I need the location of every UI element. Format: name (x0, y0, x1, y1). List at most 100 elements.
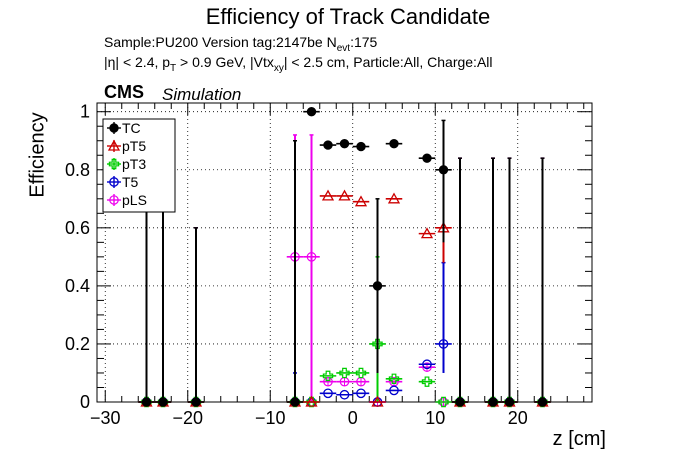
series-pls (138, 134, 551, 407)
legend-item-tc: TC (107, 120, 141, 136)
data-point-t5 (435, 261, 452, 373)
data-point-pls (336, 376, 353, 387)
data-point-tc (319, 140, 337, 150)
legend-marker-pt3 (108, 158, 120, 170)
legend-item-pls: pLS (107, 192, 147, 208)
x-tick-label: 0 (348, 408, 358, 428)
data-point-pt5 (303, 395, 320, 407)
marker-pt5 (420, 227, 434, 239)
marker-tc (537, 397, 548, 407)
sample-info-line: Sample:PU200 Version tag:2147be Nevt:175 (104, 34, 378, 54)
data-point-pt5 (336, 189, 353, 201)
marker-tc (158, 397, 168, 407)
legend-label: pT5 (122, 138, 146, 154)
data-point-t5 (319, 388, 337, 399)
marker-pt3 (388, 373, 400, 384)
marker-tc (290, 397, 300, 407)
data-point-pt5 (385, 192, 403, 204)
legend-box (102, 118, 176, 213)
marker-t5 (339, 389, 350, 400)
data-point-tc (501, 157, 518, 407)
data-point-tc (286, 139, 304, 407)
plot-frame (96, 102, 593, 403)
chart-title: Efficiency of Track Candidate (205, 4, 491, 29)
data-point-t5 (352, 388, 370, 399)
data-point-tc (303, 107, 320, 117)
marker-pt3 (322, 370, 334, 382)
data-point-pt3 (418, 376, 436, 387)
data-point-pt5 (418, 227, 436, 239)
marker-tc (455, 397, 465, 407)
marker-pt5 (354, 195, 368, 207)
data-point-tc (336, 138, 353, 149)
marker-tc (389, 138, 399, 149)
marker-tc (438, 165, 449, 175)
legend-item-t5: T5 (107, 174, 139, 190)
y-tick-label: 1 (80, 102, 90, 122)
data-point-tc (435, 119, 452, 243)
marker-tc (141, 397, 152, 407)
legend-label: pT3 (122, 156, 146, 172)
legend-item-pt3: pT3 (107, 156, 146, 172)
y-tick-label: 0.2 (65, 334, 90, 354)
marker-pls-ring (323, 376, 333, 387)
data-point-t5 (418, 359, 436, 370)
data-point-pt3 (336, 367, 353, 379)
marker-tc (356, 141, 366, 152)
marker-pt5 (338, 189, 351, 201)
marker-tc (504, 397, 515, 407)
data-point-pt5 (319, 189, 337, 201)
marker-pls-ring (422, 362, 432, 372)
legend-label: T5 (122, 174, 139, 190)
data-point-pt5 (352, 195, 370, 207)
x-tick-label: −20 (172, 408, 203, 428)
x-tick-label: 20 (508, 408, 528, 428)
marker-pt3 (339, 367, 350, 379)
data-point-t5 (336, 389, 353, 400)
marker-pt3 (438, 396, 449, 408)
data-point-pt3 (385, 373, 403, 384)
series-tc (138, 107, 551, 407)
marker-pls (356, 376, 366, 387)
data-point-tc (534, 157, 551, 407)
y-tick-label: 0 (80, 392, 90, 412)
marker-tc (339, 138, 350, 149)
marker-pt5 (321, 189, 335, 201)
marker-pt5 (371, 395, 384, 407)
data-point-pt3 (319, 370, 337, 382)
data-point-tc (369, 198, 386, 373)
legend-label: TC (122, 120, 141, 136)
marker-pt3 (355, 367, 367, 379)
y-tick-label: 0.4 (65, 276, 90, 296)
data-point-tc (352, 141, 370, 152)
legend: TC pT5 pT3 T5 pLS (102, 118, 176, 213)
data-point-pls (319, 376, 337, 387)
data-point-tc (187, 227, 205, 407)
x-tick-label: −10 (255, 408, 286, 428)
marker-pt3 (421, 376, 433, 387)
marker-t5 (356, 388, 366, 399)
legend-item-pt5: pT5 (107, 138, 146, 154)
marker-pt5 (305, 395, 318, 407)
marker-pls (339, 376, 350, 387)
marker-tc (323, 140, 333, 150)
data-point-pt5 (369, 395, 386, 407)
y-tick-label: 0.6 (65, 218, 90, 238)
cms-label: CMS (104, 82, 144, 102)
y-tick-label: 0.8 (65, 160, 90, 180)
legend-marker-pt5 (107, 139, 121, 151)
data-point-tc (451, 157, 469, 407)
marker-t5 (389, 385, 399, 396)
marker-tc (306, 107, 317, 117)
legend-marker-pls (109, 195, 119, 205)
marker-pls (306, 252, 317, 262)
marker-tc (488, 397, 498, 407)
marker-pt5 (387, 192, 401, 204)
selection-info-line: |η| < 2.4, pT > 0.9 GeV, |Vtxxy| < 2.5 c… (104, 54, 493, 74)
data-point-pt3 (352, 367, 370, 379)
data-point-tc (484, 157, 502, 407)
data-point-pls (303, 134, 320, 402)
data-point-pls (418, 362, 436, 372)
legend-marker-tc (109, 123, 119, 133)
legend-marker-t5 (109, 177, 119, 187)
